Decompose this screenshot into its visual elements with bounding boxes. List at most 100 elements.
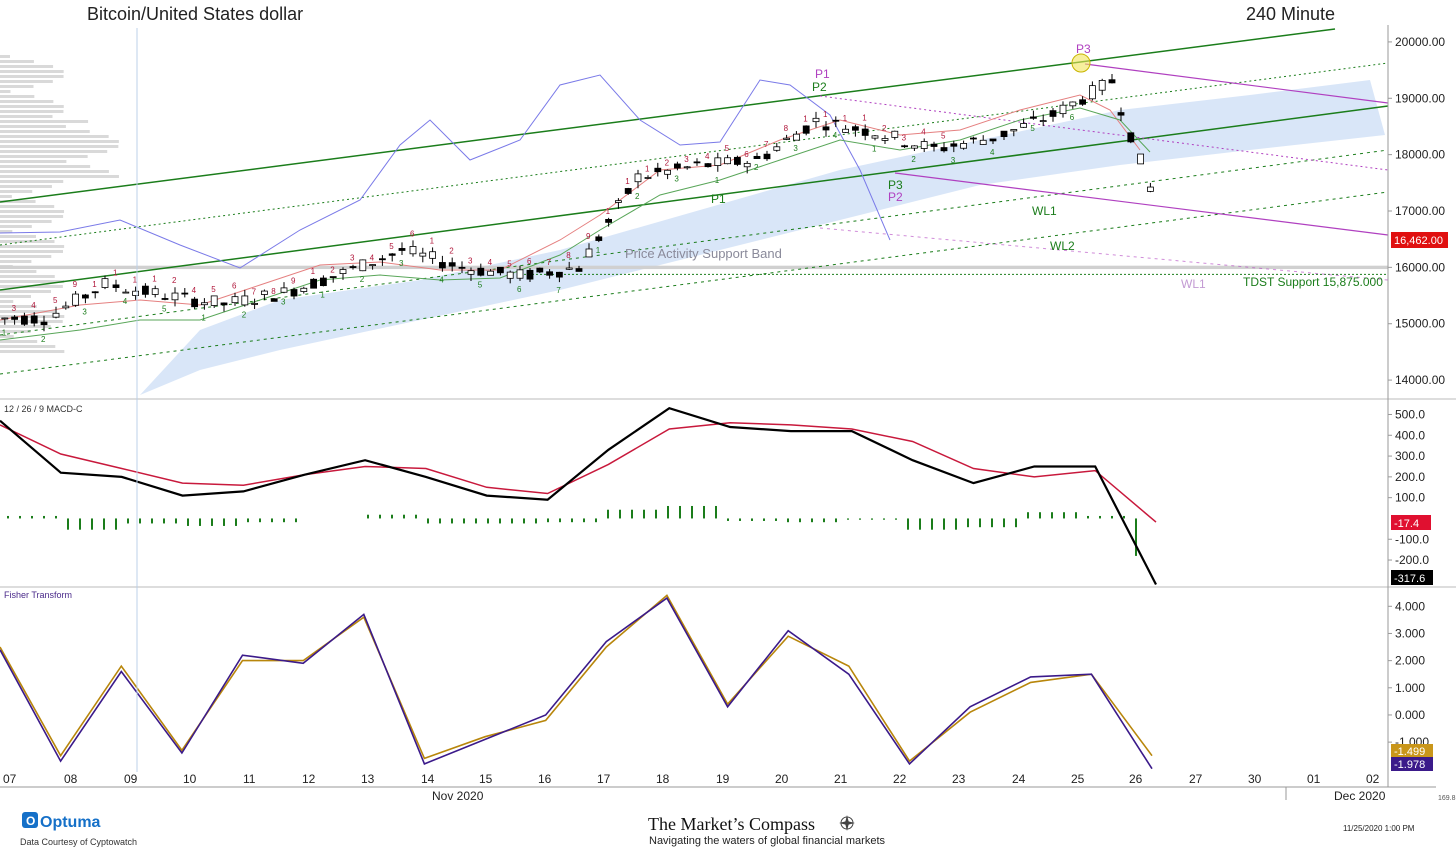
candle-body [487, 270, 495, 276]
fisher-tick-label: 3.000 [1395, 626, 1425, 640]
pitchfork-p3-purple: P3 [1076, 42, 1091, 56]
axes: 20000.00 19000.00 18000.00 17000.00 16000.00… [0, 25, 1456, 800]
volume-profile-bar [0, 350, 65, 353]
td-count-red: 7 [764, 140, 769, 149]
volume-profile-bar [0, 245, 65, 248]
volume-profile-bar [0, 95, 35, 98]
day-label: 16 [538, 772, 552, 786]
candle-body [369, 264, 377, 267]
candle-body [1010, 129, 1018, 132]
fisher-trigger-badge [1391, 744, 1433, 758]
macd-tick-label: 100.0 [1395, 491, 1425, 505]
day-label: 30 [1248, 772, 1262, 786]
candle-body [822, 126, 830, 131]
candle-body [1, 317, 9, 320]
price-tick-label: 15000.00 [1395, 317, 1445, 331]
td-count-green: 2 [360, 275, 365, 284]
candle-body [200, 302, 208, 306]
candle-body [101, 278, 109, 288]
macd-badge [1391, 570, 1433, 585]
candle-body [644, 177, 652, 179]
candle-body [901, 145, 908, 148]
volume-profile-bar [0, 90, 11, 93]
candle-body [409, 246, 417, 255]
day-label: 02 [1366, 772, 1380, 786]
td-count-red: 2 [882, 124, 887, 133]
td-count-green: 2 [635, 192, 640, 201]
td-count-green: 3 [674, 174, 679, 183]
td-count-red: 2 [172, 276, 177, 285]
volume-profile-bar [0, 140, 119, 143]
candle-body [210, 295, 218, 306]
cloud-area [140, 80, 1385, 395]
td-count-red: 6 [232, 282, 237, 291]
volume-profile-bar [0, 135, 109, 138]
td-count-green: 2 [41, 335, 46, 344]
volume-profile-bar [0, 255, 52, 258]
td-count-red: 1 [430, 236, 435, 245]
volume-profile-bar [0, 240, 55, 243]
volume-profile-bar [0, 185, 52, 188]
candle-body [940, 147, 948, 152]
td-count-red: 4 [31, 301, 36, 310]
candle-body [654, 167, 662, 173]
candle-body [674, 163, 681, 169]
candle-body [300, 287, 308, 292]
candle-body [378, 258, 386, 261]
support-band-label: Price Activity Support Band [625, 246, 782, 261]
candle-body [832, 119, 840, 122]
candle-body [950, 143, 958, 147]
day-label: 17 [597, 772, 611, 786]
td-count-red: 1 [823, 110, 828, 119]
day-label: 11 [243, 772, 256, 786]
candle-body [161, 298, 169, 300]
volume-profile-bar [0, 195, 12, 198]
candle-body [220, 302, 228, 306]
candle-body [260, 290, 268, 295]
candle-body [624, 188, 632, 194]
td-count-green: 1 [715, 176, 720, 185]
macd-tick-label: -100.0 [1395, 532, 1429, 546]
ichimoku-cloud [140, 80, 1385, 395]
moving-average-slow [0, 107, 1151, 341]
td-count-green: 1 [320, 290, 325, 299]
volume-profile-bar [0, 120, 89, 123]
candles [1, 74, 1154, 332]
td-count-green: 2 [911, 155, 916, 164]
candle-body [191, 298, 199, 308]
candle-body [270, 298, 278, 302]
volume-profile-bar [0, 125, 66, 128]
candle-body [683, 166, 691, 169]
candle-body [1098, 80, 1106, 91]
candle-body [72, 293, 79, 306]
pitchfork-p3-green: P3 [888, 178, 903, 192]
volume-profile-bar [0, 235, 36, 238]
candle-body [1117, 112, 1125, 116]
candle-body [171, 292, 179, 301]
volume-profile-bar [0, 215, 64, 218]
day-label: 13 [361, 772, 375, 786]
day-label: 14 [421, 772, 435, 786]
candle-body [1030, 116, 1037, 119]
pitchfork-p2-green: P2 [812, 80, 827, 94]
day-label: 20 [775, 772, 789, 786]
volume-profile-bar [0, 310, 56, 313]
fisher-trigger-value: -1.499 [1394, 746, 1425, 758]
candle-body [1147, 186, 1154, 192]
volume-profile-bar [0, 325, 51, 328]
candle-body [349, 266, 357, 268]
volume-profile-bar [0, 80, 53, 83]
trend-lines [0, 28, 1389, 375]
last-price-value: 16,462.00 [1394, 235, 1443, 247]
signal-badge [1391, 515, 1431, 530]
candle-body [1089, 85, 1096, 100]
volume-profile-bar [0, 230, 13, 233]
candle-body [419, 252, 427, 257]
candle-body [753, 155, 761, 159]
day-label: 26 [1129, 772, 1143, 786]
volume-profile-bar [0, 60, 34, 63]
volume-profile-bar [0, 150, 108, 153]
signal-badge-value: -17.4 [1394, 518, 1419, 530]
td-count-red: 1 [311, 267, 316, 276]
candle-body [20, 315, 28, 325]
